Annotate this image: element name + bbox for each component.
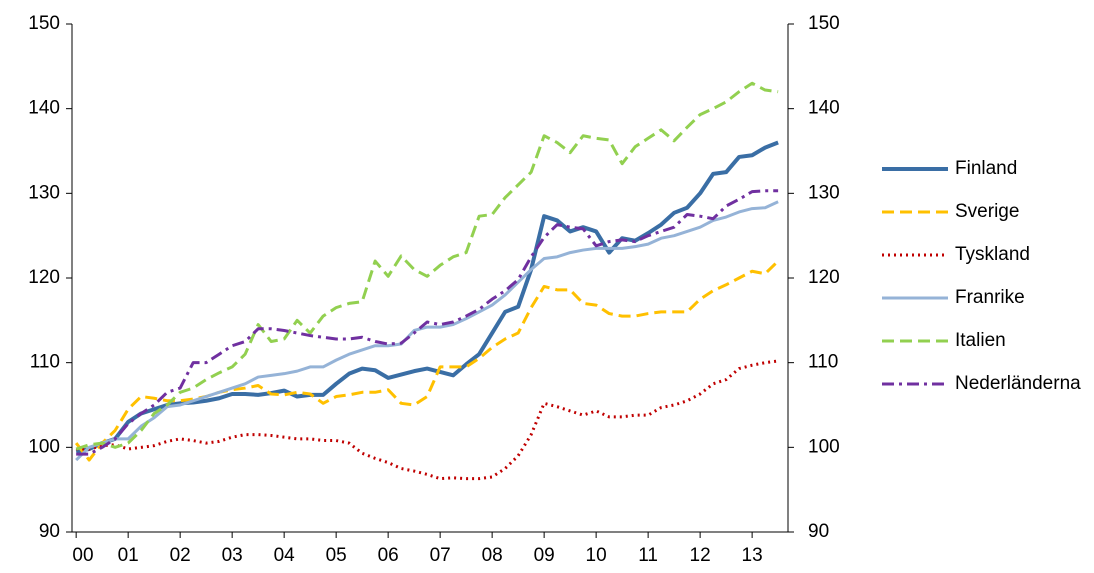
x-tick-label: 10 [586, 545, 607, 566]
x-tick-label: 06 [378, 545, 399, 566]
legend-label: Nederländerna [955, 373, 1081, 394]
legend-label: Sverige [955, 201, 1019, 222]
x-tick-label: 07 [430, 545, 451, 566]
series-line [74, 259, 780, 462]
series-line [75, 81, 779, 451]
legend-label: Italien [955, 330, 1006, 351]
x-tick-label: 01 [118, 545, 139, 566]
legend-label: Finland [955, 158, 1017, 179]
x-tick-label: 02 [170, 545, 191, 566]
series-line [76, 359, 779, 481]
series-line [76, 189, 779, 456]
y2-tick-label: 90 [808, 521, 829, 542]
x-tick-label: 03 [222, 545, 243, 566]
x-tick-label: 05 [326, 545, 347, 566]
y-tick-label: 150 [28, 13, 60, 34]
x-tick-label: 11 [638, 545, 658, 566]
y-tick-label: 130 [28, 182, 60, 203]
y2-tick-label: 110 [808, 352, 838, 373]
y2-tick-label: 150 [808, 13, 840, 34]
y-tick-label: 110 [30, 352, 60, 373]
y2-tick-label: 120 [808, 267, 840, 288]
series-line [75, 200, 779, 462]
x-tick-label: 09 [534, 545, 555, 566]
y-tick-label: 120 [28, 267, 60, 288]
x-tick-label: 00 [72, 545, 93, 566]
x-tick-label: 12 [690, 545, 711, 566]
series-line [75, 140, 779, 454]
x-tick-label: 04 [274, 545, 296, 566]
x-tick-label: 08 [482, 545, 503, 566]
legend-label: Franrike [955, 287, 1025, 308]
x-tick-label: 13 [742, 545, 763, 566]
y-tick-label: 100 [28, 436, 60, 457]
legend-label: Tyskland [955, 244, 1030, 265]
y2-tick-label: 130 [808, 182, 840, 203]
y-tick-label: 90 [39, 521, 60, 542]
y2-tick-label: 140 [808, 98, 840, 119]
y-tick-label: 140 [28, 98, 60, 119]
y2-tick-label: 100 [808, 436, 840, 457]
